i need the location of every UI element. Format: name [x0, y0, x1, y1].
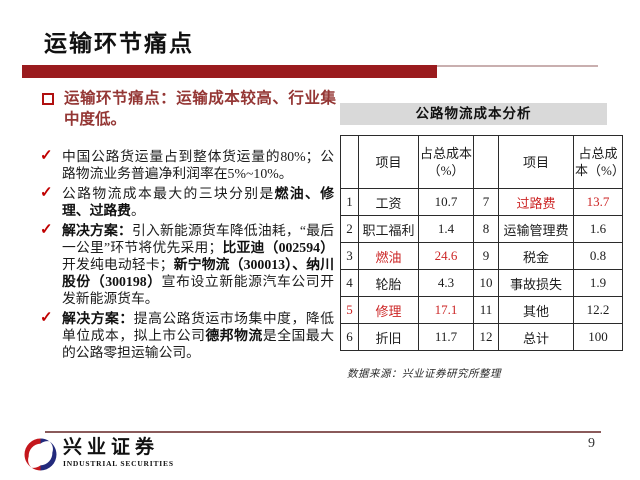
check-icon: ✓: [40, 310, 53, 326]
footer-divider-line: [45, 431, 601, 433]
table-cell: 1.4: [418, 215, 474, 243]
bullet-text: 中国公路货运量占到整体货运量的80%；公路物流业务普遍净利润率在5%~10%。: [62, 149, 334, 181]
company-logo: 兴业证券 INDUSTRIAL SECURITIES: [24, 438, 174, 471]
table-cell: 100: [573, 323, 623, 351]
bullet-text: 解决方案：引入新能源货车降低油耗，“最后一公里”环节将优先采用；比亚迪（0025…: [62, 223, 335, 306]
main-bullet: 运输环节痛点：运输成本较高、行业集中度低。: [40, 88, 340, 130]
title-underline-bar: [22, 65, 437, 78]
table-cell: 工资: [358, 188, 419, 216]
table-cell: 折旧: [358, 323, 419, 351]
data-source-note: 数据来源：兴业证券研究所整理: [347, 369, 501, 380]
table-cell: 11.7: [418, 323, 474, 351]
table-cell: 2: [340, 215, 359, 243]
slide-title: 运输环节痛点: [44, 31, 194, 56]
logo-english-name: INDUSTRIAL SECURITIES: [63, 459, 174, 468]
table-cell: 4.3: [418, 269, 474, 297]
table-cell: 17.1: [418, 296, 474, 324]
table-cell: 13.7: [573, 188, 623, 216]
table-row: 2 职工福利 1.4 8 运输管理费 1.6: [340, 215, 623, 243]
table-cell: 1.6: [573, 215, 623, 243]
logo-chinese-name: 兴业证券: [63, 437, 160, 458]
table-cell: 5: [340, 296, 359, 324]
table-cell: 24.6: [418, 242, 474, 270]
table-cell: 9: [473, 242, 499, 270]
table-cell: 12: [473, 323, 499, 351]
table-cell: 10.7: [418, 188, 474, 216]
check-icon: ✓: [40, 222, 53, 238]
table-cell: 12.2: [573, 296, 623, 324]
table-row: 5 修理 17.1 11 其他 12.2: [340, 296, 623, 324]
table-cell: 税金: [498, 242, 574, 270]
table-row: 6 折旧 11.7 12 总计 100: [340, 323, 623, 351]
logo-text: 兴业证券 INDUSTRIAL SECURITIES: [63, 437, 174, 469]
table-cell: 1.9: [573, 269, 623, 297]
table-header-cell: 占总成本（%）: [573, 135, 623, 189]
square-bullet-icon: [42, 93, 54, 105]
table-cell: 1: [340, 188, 359, 216]
bullet-item: ✓ 解决方案：引入新能源货车降低油耗，“最后一公里”环节将优先采用；比亚迪（002…: [40, 222, 340, 307]
table-cell: 11: [473, 296, 499, 324]
cost-table-body: 1 工资 10.7 7 过路费 13.7 2 职工福利 1.4 8 运输管理费 1.6 3 燃油 24.6 9…: [340, 188, 623, 351]
table-header-cell: 项目: [358, 135, 419, 189]
table-cell: 4: [340, 269, 359, 297]
check-icon: ✓: [40, 185, 53, 201]
table-cell: 轮胎: [358, 269, 419, 297]
bullet-item: ✓ 中国公路货运量占到整体货运量的80%；公路物流业务普遍净利润率在5%~10%。: [40, 148, 340, 182]
logo-swirl-icon: [24, 438, 57, 471]
table-cell: 职工福利: [358, 215, 419, 243]
table-title: 公路物流成本分析: [340, 103, 607, 125]
table-cell: 运输管理费: [498, 215, 574, 243]
table-cell: 总计: [498, 323, 574, 351]
table-cell: 0.8: [573, 242, 623, 270]
cost-table-header: 项目 占总成本（%） 项目 占总成本（%）: [340, 135, 623, 189]
table-header-cell: 项目: [498, 135, 574, 189]
bullet-item: ✓ 解决方案：提高公路货运市场集中度，降低单位成本，拟上市公司德邦物流是全国最大的…: [40, 310, 340, 361]
table-cell: 10: [473, 269, 499, 297]
table-cell: 7: [473, 188, 499, 216]
table-header-cell: [340, 135, 359, 189]
table-cell: 8: [473, 215, 499, 243]
check-icon: ✓: [40, 148, 53, 164]
table-row: 1 工资 10.7 7 过路费 13.7: [340, 188, 623, 216]
table-cell: 燃油: [358, 242, 419, 270]
table-header-cell: 占总成本（%）: [418, 135, 474, 189]
table-cell: 其他: [498, 296, 574, 324]
main-bullet-text: 运输环节痛点：运输成本较高、行业集中度低。: [64, 90, 336, 128]
bullet-item: ✓ 公路物流成本最大的三块分别是燃油、修理、过路费。: [40, 185, 340, 219]
bullet-text: 解决方案：提高公路货运市场集中度，降低单位成本，拟上市公司德邦物流是全国最大的公…: [62, 311, 335, 360]
table-cell: 3: [340, 242, 359, 270]
table-row: 3 燃油 24.6 9 税金 0.8: [340, 242, 623, 270]
table-cell: 事故损失: [498, 269, 574, 297]
table-cell: 6: [340, 323, 359, 351]
title-underline-thin-line: [437, 65, 598, 67]
table-row: 4 轮胎 4.3 10 事故损失 1.9: [340, 269, 623, 297]
bullet-list: ✓ 中国公路货运量占到整体货运量的80%；公路物流业务普遍净利润率在5%~10%。…: [40, 148, 340, 361]
table-cell: 过路费: [498, 188, 574, 216]
bullet-text: 公路物流成本最大的三块分别是燃油、修理、过路费。: [62, 186, 335, 218]
content-area: 运输环节痛点：运输成本较高、行业集中度低。 ✓ 中国公路货运量占到整体货运量的80…: [40, 88, 340, 364]
table-cell: 修理: [358, 296, 419, 324]
cost-table: 项目 占总成本（%） 项目 占总成本（%） 1 工资 10.7 7 过路费 13.7 2 职工福利 1…: [340, 135, 623, 351]
table-header-cell: [473, 135, 499, 189]
page-number: 9: [588, 436, 595, 451]
